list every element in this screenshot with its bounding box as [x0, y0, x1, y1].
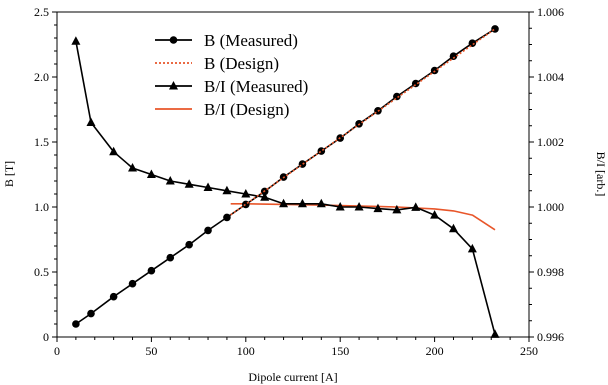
legend-label: B (Measured) [204, 31, 298, 50]
left-y-tick-label: 0.5 [34, 265, 49, 279]
x-tick-label: 200 [426, 344, 444, 358]
series-point [241, 189, 251, 198]
series-line [230, 28, 496, 216]
series-point [72, 320, 80, 328]
series-point [165, 176, 175, 185]
series-point [317, 147, 326, 155]
series-point [109, 146, 119, 156]
series-point [109, 292, 118, 301]
series-point [87, 309, 95, 318]
series-point [449, 52, 458, 60]
left-y-axis: 0 0.5 1.0 1.5 2.0 2.5 [34, 5, 57, 344]
right-y-tick-label: 0.996 [537, 330, 564, 344]
series-point [169, 81, 178, 90]
left-y-tick-label: 1.5 [34, 135, 49, 149]
series-point [411, 202, 421, 211]
series-point [147, 266, 156, 275]
plot-frame [56, 11, 530, 338]
x-tick-label: 250 [520, 344, 538, 358]
series-point [128, 163, 138, 172]
right-y-tick-label: 1.000 [537, 200, 564, 214]
legend-label: B/I (Measured) [204, 77, 308, 96]
series-point [316, 198, 326, 208]
legend-label: B/I (Design) [204, 100, 289, 119]
series-point [86, 117, 96, 126]
x-axis: 0 50 100 150 200 250 [54, 337, 538, 358]
series-1 [230, 28, 496, 216]
right-y-tick-label: 0.998 [537, 265, 564, 279]
series-point [185, 240, 193, 249]
series-point [491, 25, 499, 33]
series-point [260, 192, 270, 201]
series-point [166, 253, 175, 262]
series-point [430, 210, 440, 219]
series-point [279, 198, 289, 208]
series-point [223, 213, 231, 222]
series-point [354, 202, 364, 211]
right-y-axis-title: B/I [arb.] [594, 152, 608, 197]
x-axis-title: Dipole current [A] [248, 370, 337, 384]
series-2 [71, 36, 500, 338]
right-y-tick-label: 1.004 [537, 70, 564, 84]
series-point [222, 185, 232, 195]
right-y-axis: 0.996 0.998 1.000 1.002 1.004 1.006 [529, 5, 564, 344]
series-point [146, 169, 156, 178]
right-y-tick-label: 1.002 [537, 135, 564, 149]
series-point [467, 243, 477, 253]
series-point [335, 202, 345, 211]
series-point [297, 198, 307, 208]
series-point [184, 179, 194, 188]
series-point [490, 329, 500, 338]
left-y-tick-label: 2.5 [34, 5, 49, 19]
x-tick-label: 150 [331, 344, 349, 358]
series-point [203, 182, 213, 191]
left-y-tick-label: 0 [43, 330, 49, 344]
left-y-tick-label: 1.0 [34, 200, 49, 214]
series-point [448, 223, 458, 233]
series-point [373, 203, 383, 213]
legend: B (Measured) B (Design) B/I (Measured) B/I … [155, 31, 308, 119]
x-tick-label: 50 [145, 344, 157, 358]
x-tick-label: 100 [237, 344, 255, 358]
series-point [242, 200, 250, 209]
series-layer [71, 25, 500, 338]
series-point [392, 204, 402, 214]
legend-label: B (Design) [204, 54, 279, 73]
x-tick-label: 0 [54, 344, 60, 358]
left-y-tick-label: 2.0 [34, 70, 49, 84]
series-point [468, 39, 477, 47]
series-point [169, 36, 178, 44]
series-point [204, 226, 212, 235]
right-y-tick-label: 1.006 [537, 5, 564, 19]
series-point [71, 36, 81, 45]
series-point [128, 279, 137, 288]
left-y-axis-title: B [T] [2, 161, 16, 187]
